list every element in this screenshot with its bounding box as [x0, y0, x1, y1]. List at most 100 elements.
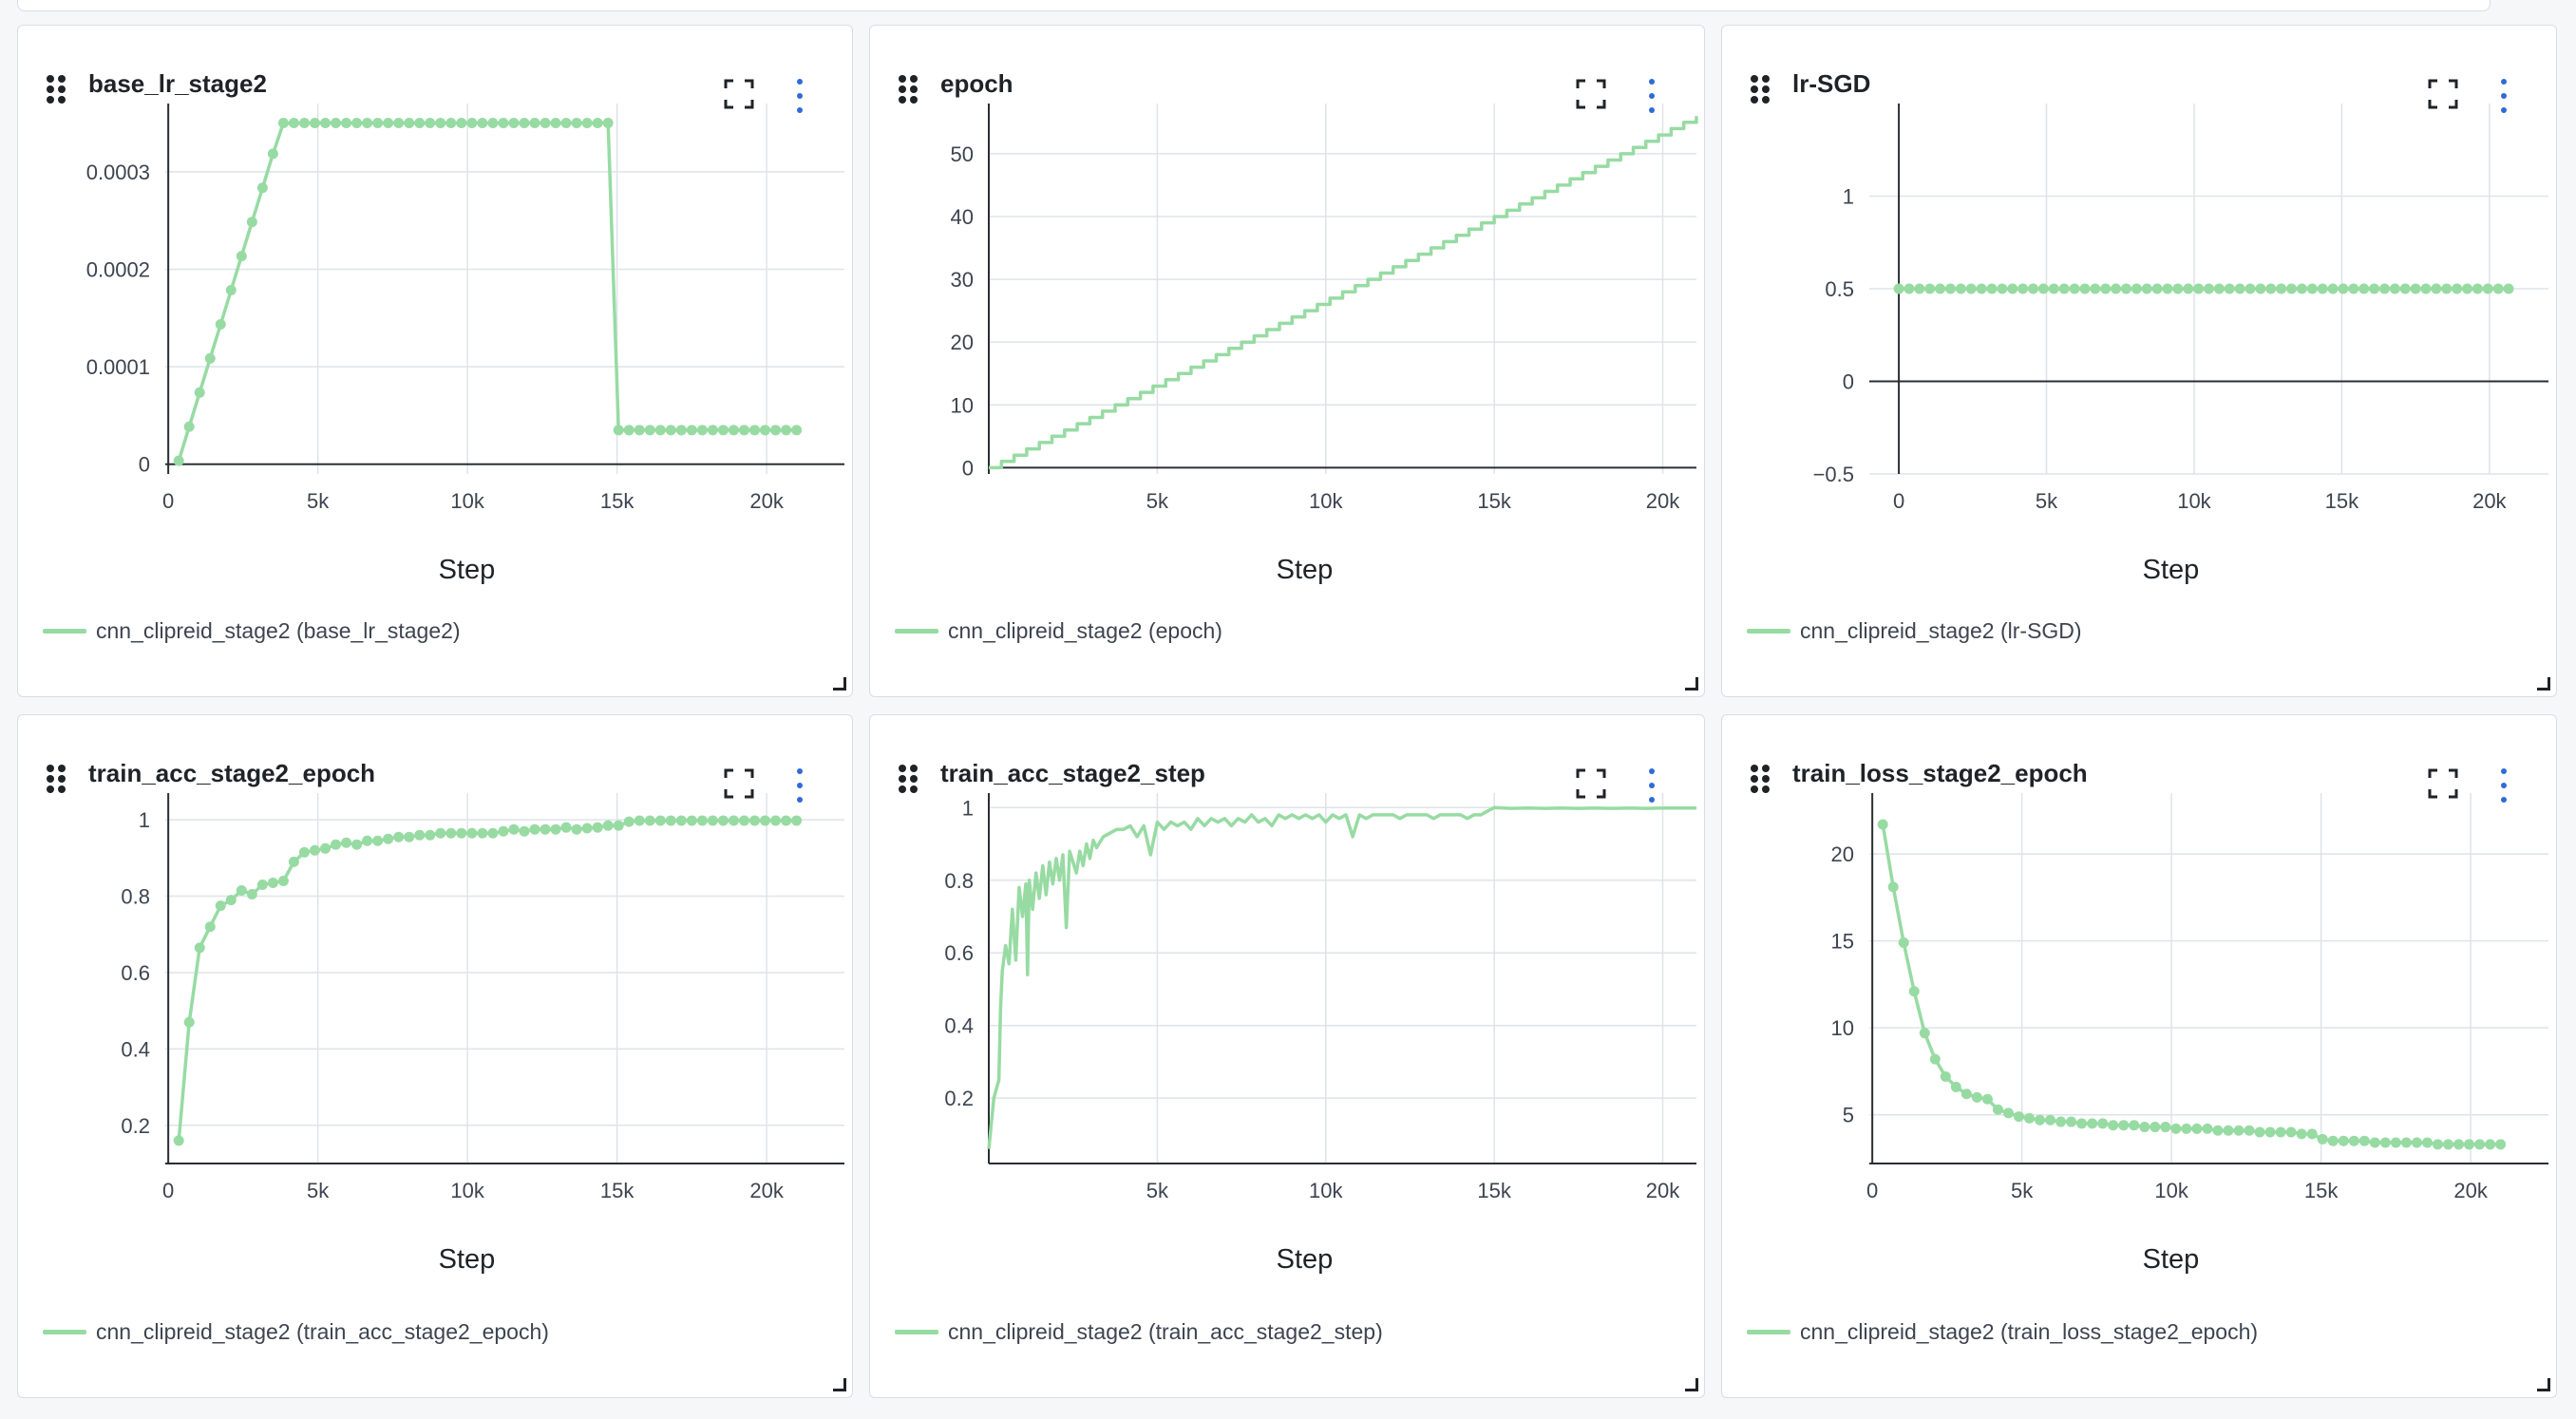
legend-item[interactable]: cnn_clipreid_stage2 (lr-SGD) [1747, 618, 2082, 644]
expand-icon[interactable] [722, 77, 756, 111]
chart-plot[interactable]: 5k 10k 15k 20k 0 10 20 30 40 50 Step [870, 26, 1706, 594]
legend-item[interactable]: cnn_clipreid_stage2 (train_acc_stage2_st… [895, 1319, 1383, 1345]
x-tick-label: 0 [1866, 1179, 1878, 1202]
data-point [2087, 1118, 2098, 1129]
expand-icon[interactable] [2426, 766, 2460, 801]
data-point [2462, 283, 2473, 294]
data-point [728, 815, 739, 826]
more-vertical-icon[interactable] [2492, 768, 2515, 803]
resize-handle-icon[interactable] [1685, 1378, 1698, 1391]
data-point [236, 885, 247, 897]
chart-plot[interactable]: 0 5k 10k 15k 20k 5 10 15 20 Step [1722, 715, 2558, 1295]
x-axis-title: Step [2143, 555, 2200, 585]
data-point [613, 820, 624, 831]
drag-handle-icon[interactable] [47, 75, 66, 104]
more-vertical-icon[interactable] [1640, 768, 1663, 803]
legend-item[interactable]: cnn_clipreid_stage2 (epoch) [895, 618, 1222, 644]
data-point [1981, 1093, 1993, 1105]
data-point [654, 815, 666, 826]
data-point [2358, 1135, 2370, 1146]
data-point [2472, 283, 2483, 294]
resize-handle-icon[interactable] [1685, 677, 1698, 691]
legend-item[interactable]: cnn_clipreid_stage2 (train_loss_stage2_e… [1747, 1319, 2258, 1345]
legend-item[interactable]: cnn_clipreid_stage2 (base_lr_stage2) [43, 618, 461, 644]
drag-handle-icon[interactable] [47, 765, 66, 793]
panel-title: train_acc_stage2_step [940, 759, 1205, 787]
data-point [2264, 1126, 2276, 1138]
data-point [267, 877, 278, 888]
x-axis-title: Step [1277, 555, 1334, 585]
data-point [404, 831, 415, 842]
data-point [2399, 283, 2411, 294]
data-point [738, 425, 749, 436]
data-point [277, 875, 289, 886]
expand-icon[interactable] [1574, 766, 1608, 801]
data-point [571, 118, 582, 129]
chart-plot[interactable]: 0 5k 10k 15k 20k 0 0.0001 0.0002 0.0003 Step [18, 26, 854, 594]
data-point [760, 425, 771, 436]
drag-handle-icon[interactable] [1751, 75, 1770, 104]
resize-handle-icon[interactable] [833, 677, 846, 691]
data-point [194, 942, 205, 954]
data-point [477, 827, 488, 839]
data-point [2234, 283, 2245, 294]
y-tick-label: 0.8 [121, 885, 150, 909]
data-point [414, 118, 426, 129]
data-point [1944, 283, 1956, 294]
drag-handle-icon[interactable] [899, 765, 918, 793]
data-point [362, 835, 373, 846]
data-point [183, 421, 195, 432]
data-point [592, 822, 603, 833]
chart-plot[interactable]: 5k 10k 15k 20k 0.2 0.4 0.6 0.8 1 Step [870, 715, 1706, 1295]
data-point [634, 425, 645, 436]
data-point [2276, 283, 2287, 294]
y-tick-label: −0.5 [1813, 463, 1854, 486]
expand-icon[interactable] [2426, 77, 2460, 111]
x-tick-label: 20k [2472, 489, 2507, 513]
x-tick-label: 20k [1646, 1179, 1680, 1202]
data-point [2212, 1125, 2224, 1136]
series-line [177, 121, 797, 462]
data-point [2296, 1128, 2307, 1140]
more-vertical-icon[interactable] [788, 768, 811, 803]
data-point [2464, 1139, 2475, 1150]
data-point [2172, 283, 2184, 294]
resize-handle-icon[interactable] [2537, 677, 2550, 691]
data-point [183, 1016, 195, 1028]
more-vertical-icon[interactable] [1640, 79, 1663, 113]
y-tick-label: 20 [951, 331, 974, 354]
data-point [2141, 283, 2152, 294]
data-point [2139, 1122, 2150, 1133]
data-point [1904, 283, 1915, 294]
y-tick-label: 15 [1831, 930, 1854, 954]
legend-item[interactable]: cnn_clipreid_stage2 (train_acc_stage2_ep… [43, 1319, 549, 1345]
expand-icon[interactable] [722, 766, 756, 801]
drag-handle-icon[interactable] [1751, 765, 1770, 793]
data-point [341, 837, 352, 848]
drag-handle-icon[interactable] [899, 75, 918, 104]
y-tick-label: 20 [1831, 842, 1854, 866]
data-point [487, 827, 499, 839]
data-point [696, 425, 708, 436]
data-point [351, 118, 363, 129]
data-point [665, 815, 676, 826]
data-point [2055, 1116, 2067, 1127]
data-point [2327, 283, 2339, 294]
y-tick-label: 0.4 [121, 1037, 150, 1061]
chart-plot[interactable]: 0 5k 10k 15k 20k 0.2 0.4 0.6 0.8 1 Step [18, 715, 854, 1295]
legend-swatch [895, 629, 938, 634]
data-point [1950, 1081, 1961, 1092]
y-tick-label: 40 [951, 205, 974, 229]
data-point [2100, 283, 2112, 294]
panel-title: epoch [940, 69, 1013, 98]
more-vertical-icon[interactable] [2492, 79, 2515, 113]
data-point [2170, 1123, 2182, 1134]
x-axis-title: Step [2143, 1244, 2200, 1275]
chart-plot[interactable]: 0 5k 10k 15k 20k −0.5 0 0.5 1 Step [1722, 26, 2558, 594]
resize-handle-icon[interactable] [2537, 1378, 2550, 1391]
panel-header: train_acc_stage2_epoch [18, 715, 852, 803]
more-vertical-icon[interactable] [788, 79, 811, 113]
expand-icon[interactable] [1574, 77, 1608, 111]
resize-handle-icon[interactable] [833, 1378, 846, 1391]
data-point [1919, 1028, 1930, 1039]
